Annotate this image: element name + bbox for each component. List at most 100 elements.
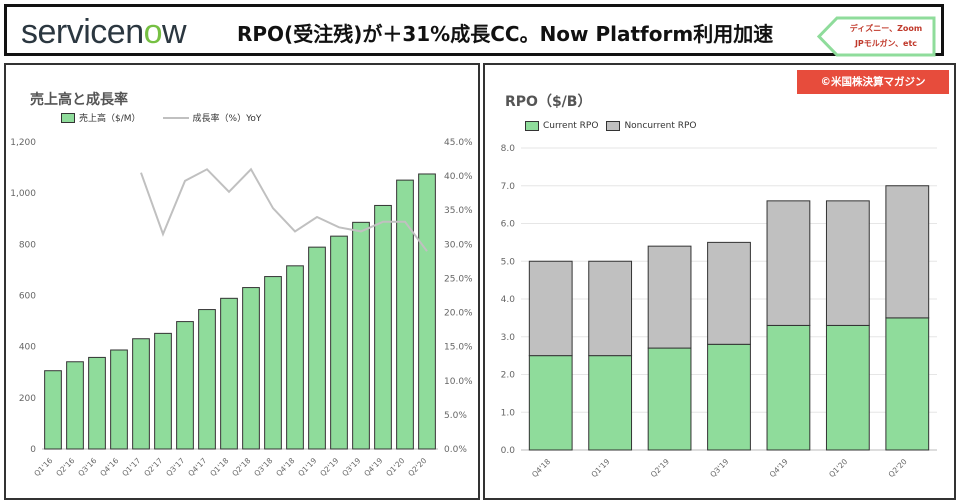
x-tick-label: Q3'18 — [252, 456, 274, 478]
current-rpo-bar — [647, 347, 692, 451]
x-tick-label: Q1'20 — [827, 457, 849, 479]
chart-title: 売上高と成長率 — [30, 92, 128, 108]
y-tick-label: 200 — [19, 394, 36, 404]
legend-label: 売上高（$/M） — [79, 114, 141, 124]
revenue-bar — [110, 349, 128, 450]
revenue-bar — [418, 173, 436, 450]
current-rpo-bar — [885, 317, 930, 451]
y-tick-label: 7.0 — [501, 182, 516, 192]
x-tick-label: Q2'17 — [142, 456, 164, 478]
revenue-bar — [88, 356, 106, 450]
current-rpo-bar — [825, 324, 870, 451]
revenue-bar — [154, 332, 172, 450]
noncurrent-rpo-bar — [647, 245, 692, 349]
x-tick-label: Q2'19 — [649, 457, 671, 479]
y-tick-label: 4.0 — [501, 295, 516, 305]
y-tick-label: 0.0 — [501, 446, 516, 456]
legend-swatch-noncurrent — [606, 121, 621, 131]
revenue-bar — [132, 338, 150, 450]
rpo-chart-panel: RPO（$/B） Current RPO Noncurrent RPO 0.0 1… — [483, 63, 956, 500]
chart-legend: Current RPO Noncurrent RPO — [525, 121, 696, 131]
revenue-bar — [286, 265, 304, 450]
y2-tick-label: 20.0% — [444, 309, 473, 319]
copyright-badge: ©米国株決算マガジン — [797, 70, 949, 94]
x-tick-label: Q2'16 — [54, 456, 76, 478]
x-tick-label: Q3'16 — [76, 456, 98, 478]
header-banner: servicenow RPO(受注残)が＋31%成長CC。Now Platfor… — [4, 4, 944, 57]
y2-tick-label: 25.0% — [444, 274, 473, 284]
chart-title: RPO（$/B） — [505, 94, 592, 110]
y2-tick-label: 30.0% — [444, 240, 473, 250]
y2-tick-label: 15.0% — [444, 343, 473, 353]
x-tick-label: Q4'16 — [98, 456, 120, 478]
y-tick-label: 6.0 — [501, 220, 516, 230]
legend-swatch-current — [525, 121, 539, 131]
legend-label: Noncurrent RPO — [624, 121, 697, 131]
x-tick-label: Q3'19 — [340, 456, 362, 478]
x-tick-label: Q2'18 — [230, 456, 252, 478]
current-rpo-bar — [766, 324, 811, 451]
arrow-callout-shape — [817, 16, 936, 57]
y-tick-label: 3.0 — [501, 333, 516, 343]
current-rpo-bar — [588, 355, 633, 451]
noncurrent-rpo-bar — [825, 200, 870, 326]
y2-tick-label: 0.0% — [444, 445, 467, 455]
y-tick-label: 5.0 — [501, 257, 516, 267]
noncurrent-rpo-bar — [766, 200, 811, 326]
x-tick-label: Q3'17 — [164, 456, 186, 478]
x-tick-label: Q1'17 — [120, 456, 142, 478]
revenue-bar — [176, 321, 194, 450]
noncurrent-rpo-bar — [707, 241, 751, 345]
x-tick-label: Q3'19 — [708, 457, 730, 479]
y-tick-label: 800 — [19, 240, 36, 250]
x-tick-label: Q1'20 — [384, 456, 406, 478]
y-tick-label: 1,000 — [10, 189, 36, 199]
revenue-bar — [220, 297, 238, 450]
x-tick-label: Q1'16 — [32, 456, 54, 478]
y-tick-label: 1,200 — [10, 138, 36, 148]
revenue-bar — [374, 204, 392, 450]
headline: RPO(受注残)が＋31%成長CC。Now Platform利用加速 — [237, 22, 774, 46]
revenue-bar — [330, 235, 348, 450]
revenue-bar — [198, 309, 216, 450]
legend-label: Current RPO — [543, 121, 599, 131]
y-tick-label: 600 — [19, 292, 36, 302]
callout-box: ディズニー、Zoom JPモルガン、etc — [817, 16, 937, 57]
y-tick-label: 400 — [19, 343, 36, 353]
rpo-chart: 0.0 1.0 2.0 3.0 4.0 5.0 6.0 7.0 8.0 Q4'18 Q1'19 Q2'… — [501, 144, 937, 479]
x-tick-label: Q2'20 — [406, 456, 428, 478]
revenue-bar — [242, 287, 260, 450]
y2-tick-label: 35.0% — [444, 206, 473, 216]
current-rpo-bar — [528, 355, 573, 451]
x-tick-label: Q1'19 — [296, 456, 318, 478]
revenue-bar — [66, 361, 84, 450]
revenue-chart: 0 200 400 600 800 1,000 1,200 0.0% 5.0% 10.0% 15.0… — [10, 138, 473, 478]
revenue-bar — [44, 370, 62, 450]
growth-rate-line — [140, 167, 428, 252]
x-tick-label: Q1'19 — [589, 457, 611, 479]
revenue-bar — [308, 246, 326, 450]
callout-line-1: ディズニー、Zoom — [849, 24, 923, 33]
noncurrent-rpo-bar — [528, 260, 573, 357]
y2-tick-label: 40.0% — [444, 172, 473, 182]
x-tick-label: Q4'18 — [274, 456, 296, 478]
y2-tick-label: 10.0% — [444, 377, 473, 387]
chart-legend: 売上高（$/M） 成長率（%）YoY — [61, 111, 261, 124]
y2-tick-label: 5.0% — [444, 411, 467, 421]
x-tick-label: Q4'17 — [186, 456, 208, 478]
legend-swatch-bar — [61, 112, 75, 123]
x-tick-label: Q4'18 — [530, 457, 552, 479]
servicenow-logo: servicenow — [21, 13, 187, 51]
legend-label: 成長率（%）YoY — [192, 114, 262, 124]
x-tick-label: Q4'19 — [362, 456, 384, 478]
legend-swatch-line — [162, 116, 189, 119]
revenue-chart-panel: 売上高と成長率 売上高（$/M） 成長率（%）YoY 0 200 400 600 800… — [4, 63, 480, 500]
current-rpo-bar — [707, 343, 751, 451]
y-tick-label: 0 — [30, 445, 36, 455]
y-tick-label: 1.0 — [501, 408, 516, 418]
y-tick-label: 2.0 — [501, 371, 516, 381]
x-tick-label: Q2'19 — [318, 456, 340, 478]
revenue-bar — [264, 276, 282, 450]
x-tick-label: Q2'20 — [887, 457, 909, 479]
x-tick-label: Q1'18 — [208, 456, 230, 478]
